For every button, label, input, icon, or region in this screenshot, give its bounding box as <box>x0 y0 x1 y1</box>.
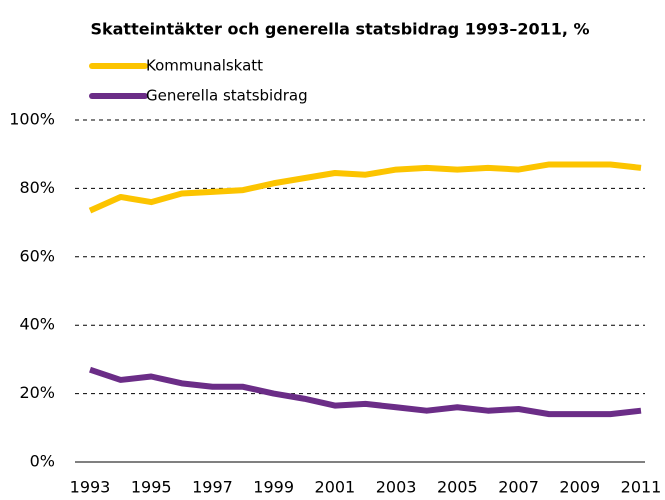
x-tick-label: 2011 <box>621 478 662 497</box>
y-tick-label: 40% <box>19 315 55 334</box>
x-tick-label: 2001 <box>315 478 356 497</box>
y-tick-label: 20% <box>19 383 55 402</box>
x-tick-label: 2009 <box>559 478 600 497</box>
line <box>88 161 642 214</box>
x-tick-label: 2003 <box>376 478 417 497</box>
y-tick-label: 0% <box>30 452 55 471</box>
x-tick-label: 1995 <box>131 478 172 497</box>
y-tick-label: 80% <box>19 178 55 197</box>
legend-label: Generella statsbidrag <box>146 87 308 105</box>
y-tick-label: 100% <box>9 110 55 129</box>
y-tick-label: 60% <box>19 246 55 265</box>
x-tick-label: 1999 <box>253 478 294 497</box>
x-tick-label: 1997 <box>192 478 233 497</box>
legend-label: Kommunalskatt <box>146 57 263 75</box>
chart-title: Skatteintäkter och generella statsbidrag… <box>90 20 589 39</box>
line <box>89 366 642 418</box>
x-tick-label: 2005 <box>437 478 478 497</box>
x-tick-label: 2007 <box>498 478 539 497</box>
x-tick-label: 1993 <box>70 478 111 497</box>
